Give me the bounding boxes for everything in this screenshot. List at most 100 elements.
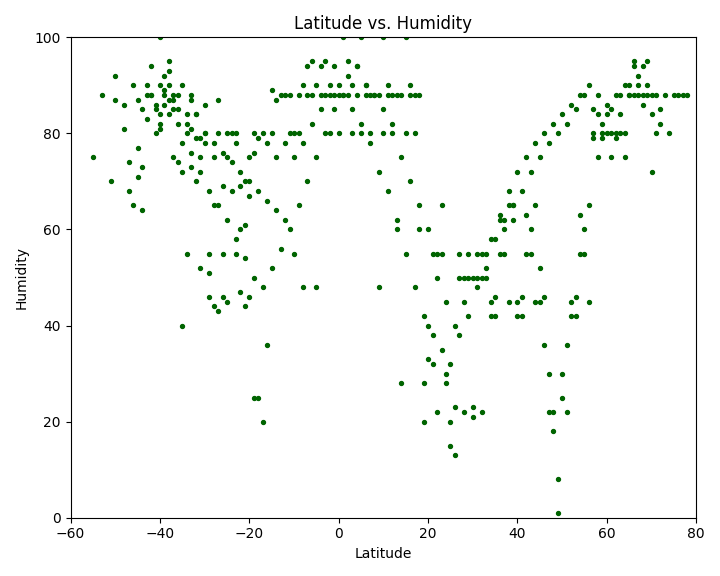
Point — [387, 119, 398, 128]
Point — [494, 249, 505, 258]
Point — [632, 81, 644, 90]
Point — [194, 167, 206, 176]
Point — [570, 312, 581, 321]
Point — [485, 312, 496, 321]
Point — [333, 81, 344, 90]
Point — [136, 105, 148, 114]
Point — [534, 263, 546, 272]
Point — [212, 129, 224, 138]
Point — [226, 158, 238, 167]
Point — [427, 249, 438, 258]
Point — [306, 119, 318, 128]
Point — [418, 378, 429, 388]
Point — [141, 90, 153, 100]
Point — [172, 105, 184, 114]
Point — [646, 90, 657, 100]
Point — [293, 129, 305, 138]
Point — [423, 225, 434, 234]
Point — [369, 90, 380, 100]
Point — [395, 90, 407, 100]
Point — [279, 138, 291, 147]
Point — [378, 33, 390, 42]
Point — [561, 119, 572, 128]
Point — [127, 81, 139, 90]
Point — [297, 138, 309, 147]
Point — [315, 105, 327, 114]
Point — [154, 33, 166, 42]
Point — [642, 57, 653, 66]
Point — [172, 158, 184, 167]
Point — [351, 62, 362, 71]
Point — [208, 138, 220, 147]
Point — [557, 109, 568, 119]
Point — [436, 345, 447, 354]
Point — [636, 100, 648, 109]
Point — [552, 129, 564, 138]
Point — [592, 109, 603, 119]
Point — [119, 124, 130, 133]
Point — [449, 321, 461, 330]
Point — [373, 167, 384, 176]
Point — [413, 225, 425, 234]
Point — [485, 297, 496, 306]
Point — [230, 234, 242, 244]
Point — [391, 225, 402, 234]
Point — [561, 407, 572, 416]
Point — [458, 407, 469, 416]
Point — [490, 234, 501, 244]
Point — [208, 201, 220, 210]
Point — [543, 138, 554, 147]
Point — [431, 249, 443, 258]
Point — [324, 90, 336, 100]
Point — [163, 57, 175, 66]
Point — [235, 181, 246, 191]
Point — [136, 162, 148, 172]
Point — [132, 172, 143, 181]
Point — [221, 129, 233, 138]
Point — [565, 100, 577, 109]
Point — [266, 129, 277, 138]
Point — [355, 129, 366, 138]
Point — [328, 105, 340, 114]
Point — [271, 206, 282, 215]
Point — [168, 105, 179, 114]
Point — [109, 71, 121, 81]
Point — [257, 129, 269, 138]
Point — [628, 90, 639, 100]
Point — [217, 292, 228, 301]
Point — [449, 450, 461, 460]
Point — [271, 95, 282, 104]
Point — [342, 90, 354, 100]
Point — [235, 167, 246, 176]
Point — [472, 273, 483, 282]
Point — [190, 109, 202, 119]
Point — [373, 90, 384, 100]
Point — [467, 403, 479, 412]
Point — [677, 90, 688, 100]
Point — [310, 282, 322, 291]
Point — [253, 134, 264, 143]
Point — [606, 129, 617, 138]
Point — [614, 129, 626, 138]
Point — [145, 62, 157, 71]
Point — [418, 312, 429, 321]
Point — [284, 129, 295, 138]
Point — [204, 249, 215, 258]
Point — [400, 33, 412, 42]
Point — [454, 273, 465, 282]
Point — [467, 412, 479, 422]
Point — [230, 249, 242, 258]
Point — [610, 90, 621, 100]
Point — [530, 297, 541, 306]
Point — [364, 90, 376, 100]
Point — [302, 62, 313, 71]
Point — [297, 81, 309, 90]
Point — [387, 129, 398, 138]
Point — [248, 273, 260, 282]
Point — [190, 134, 202, 143]
Point — [547, 119, 559, 128]
Point — [221, 297, 233, 306]
Point — [449, 403, 461, 412]
Point — [226, 187, 238, 196]
Point — [373, 282, 384, 291]
